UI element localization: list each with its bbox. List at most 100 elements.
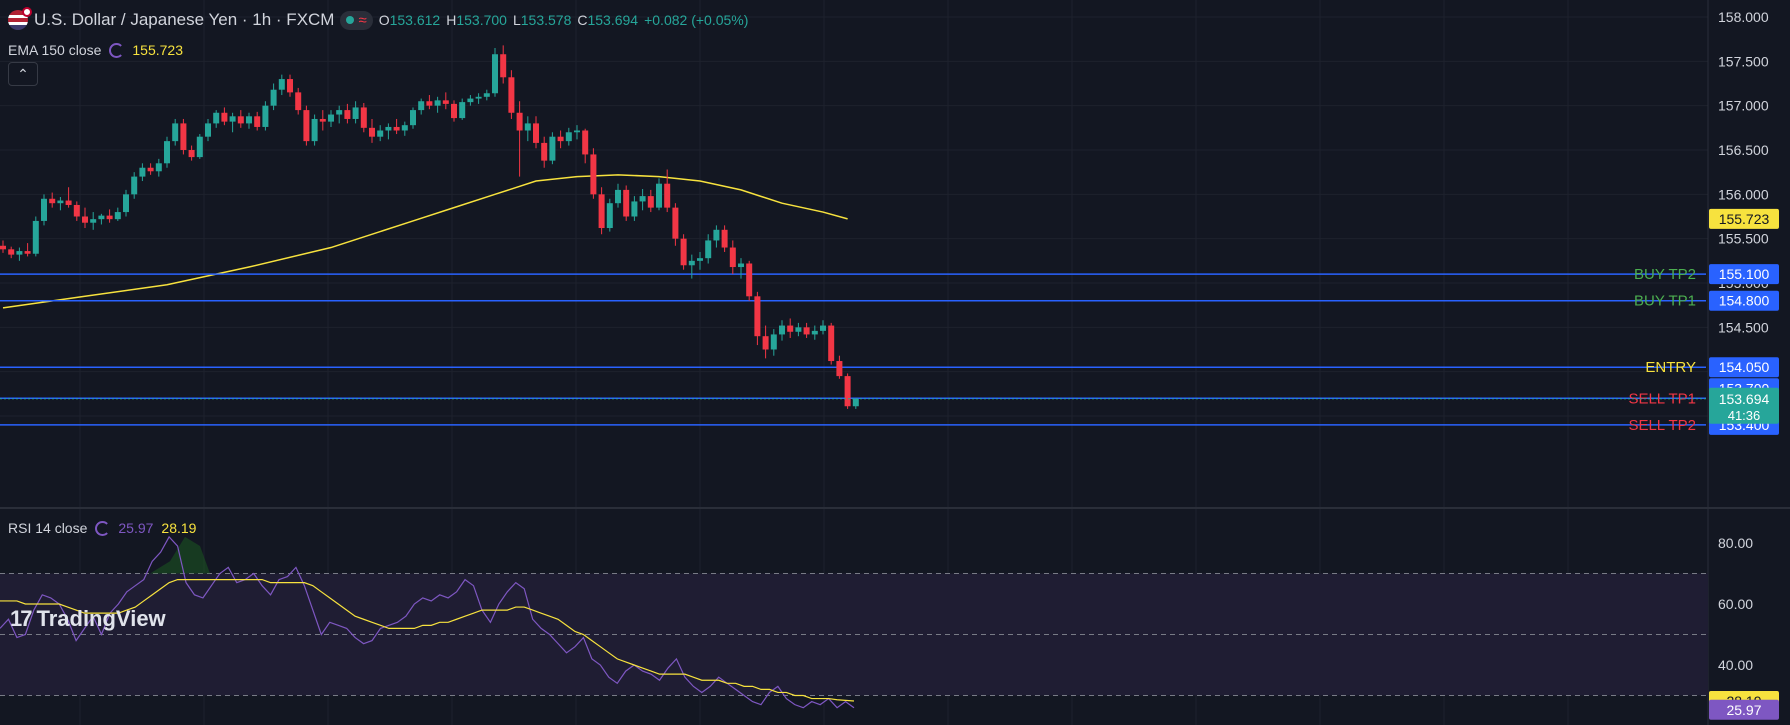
rsi-legend[interactable]: RSI 14 close 25.97 28.19	[8, 520, 196, 536]
candle-body	[516, 112, 523, 131]
tradingview-logo[interactable]: 17 TradingView	[10, 606, 166, 632]
candle-body	[270, 89, 277, 106]
candle-body	[336, 110, 343, 115]
candle-body	[836, 361, 843, 377]
candle-body	[98, 215, 105, 220]
high-value: 153.700	[456, 12, 507, 28]
open-value: 153.612	[389, 12, 441, 28]
bar-countdown: 41:36	[1728, 408, 1761, 423]
candle-body	[303, 110, 310, 142]
candle-body	[352, 107, 359, 119]
rsi-value-tag: 25.97	[1726, 702, 1761, 718]
level-price-tag-bg	[1709, 290, 1779, 311]
symbol-header: U.S. Dollar / Japanese Yen · 1h · FXCM ≈…	[8, 7, 749, 30]
candle-body	[401, 125, 408, 131]
candle-body	[49, 198, 56, 204]
chevron-up-icon: ⌃	[17, 66, 29, 82]
candle-body	[672, 207, 679, 239]
candle-body	[582, 130, 589, 155]
ema-150-line	[2, 174, 848, 309]
candle-body	[237, 116, 244, 124]
candle-body	[164, 141, 170, 164]
candle-body	[426, 101, 433, 106]
candle-body	[229, 116, 236, 122]
rsi-axis-tick: 60.00	[1718, 596, 1753, 612]
candle-body	[369, 127, 375, 137]
rsi-value-tag-bg	[1709, 699, 1779, 720]
candle-body	[180, 123, 187, 150]
candle-body	[631, 201, 638, 217]
candle-body	[688, 260, 695, 266]
candle-body	[754, 296, 761, 337]
candle-body	[262, 105, 269, 127]
candle-body	[803, 327, 810, 335]
last-price-tag-bg	[1709, 387, 1779, 424]
candle-body	[360, 107, 367, 128]
candle-body	[319, 118, 326, 122]
candle-body	[57, 200, 64, 204]
rsi-settings-icon[interactable]	[95, 520, 111, 536]
candle-body	[41, 198, 47, 221]
candle-body	[24, 251, 31, 254]
last-price-tag: 153.694	[1719, 391, 1770, 407]
candle-body	[434, 100, 441, 106]
ema-legend[interactable]: EMA 150 close 155.723	[8, 42, 183, 58]
candle-body	[65, 200, 72, 205]
collapse-legend-button[interactable]: ⌃	[8, 62, 38, 86]
candle-body	[82, 216, 88, 223]
candle-body	[647, 196, 654, 208]
candle-body	[729, 247, 736, 268]
level-price-tag: 154.050	[1719, 359, 1770, 375]
candle-body	[795, 327, 802, 332]
candle-body	[188, 150, 195, 158]
candle-body	[574, 130, 580, 133]
price-axis-tick: 157.000	[1718, 98, 1769, 114]
candle-body	[254, 116, 261, 127]
level-label: SELL TP1	[1628, 390, 1696, 407]
candle-body	[639, 196, 646, 202]
candle-body	[680, 238, 687, 266]
price-axis-tick: 156.500	[1718, 142, 1769, 158]
candle-body	[623, 189, 630, 217]
candle-body	[533, 123, 539, 143]
candle-body	[541, 142, 548, 161]
candle-body	[852, 398, 859, 407]
market-status-badge[interactable]: ≈	[340, 10, 373, 30]
candle-body	[221, 112, 228, 122]
candle-body	[451, 103, 457, 119]
rsi-label: RSI 14 close	[8, 520, 88, 536]
candle-body	[32, 220, 39, 254]
ema-price-tag: 155.723	[1719, 211, 1770, 227]
candle-body	[311, 118, 318, 142]
candle-body	[779, 325, 785, 335]
candle-body	[385, 126, 392, 131]
close-label: C	[577, 12, 588, 28]
ema-settings-icon[interactable]	[109, 42, 125, 58]
level-label: BUY TP1	[1634, 293, 1696, 310]
candle-body	[557, 136, 564, 142]
ema-value: 155.723	[132, 42, 183, 58]
candle-body	[8, 249, 15, 255]
candle-body	[139, 167, 146, 177]
candle-body	[90, 219, 97, 223]
ema-price-tag-bg	[1709, 208, 1779, 229]
candle-body	[590, 154, 597, 195]
candle-body	[205, 123, 211, 137]
ohlc-values: O153.612 H153.700 L153.578 C153.694 +0.0…	[379, 12, 749, 28]
candle-body	[598, 194, 605, 229]
candle-body	[705, 240, 712, 259]
rsi-axis-tick: 80.00	[1718, 535, 1753, 551]
level-price-tag: 154.800	[1719, 293, 1770, 309]
candle-body	[820, 325, 826, 331]
candle-body	[828, 325, 835, 362]
candle-body	[565, 132, 572, 142]
candle-body	[721, 229, 728, 248]
candle-body	[196, 136, 203, 158]
symbol-title[interactable]: U.S. Dollar / Japanese Yen · 1h · FXCM	[34, 10, 335, 29]
candle-body	[762, 336, 769, 350]
candle-body	[328, 114, 334, 122]
candle-body	[287, 79, 293, 93]
rsi-axis-tick: 40.00	[1718, 657, 1753, 673]
level-label: ENTRY	[1645, 359, 1696, 376]
